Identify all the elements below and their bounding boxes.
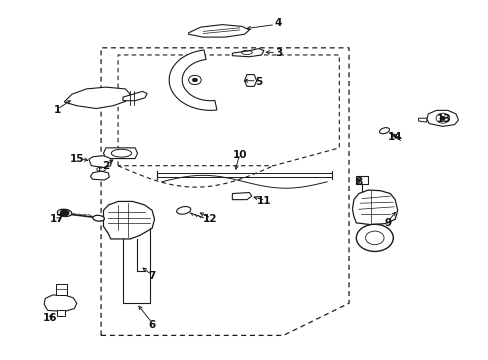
Circle shape [60,209,69,216]
Polygon shape [188,24,249,37]
Polygon shape [122,91,147,101]
Polygon shape [56,284,67,295]
Text: 17: 17 [50,214,64,224]
Ellipse shape [93,215,104,221]
Text: 9: 9 [384,218,391,228]
Text: 11: 11 [256,197,271,206]
Polygon shape [244,75,256,86]
Polygon shape [426,111,458,126]
Text: 13: 13 [436,114,450,124]
Polygon shape [356,176,368,184]
Polygon shape [103,148,137,158]
Text: 2: 2 [102,161,109,171]
Ellipse shape [379,128,389,134]
Polygon shape [44,295,77,311]
Text: 16: 16 [42,312,57,323]
Text: 10: 10 [232,150,246,160]
Text: 6: 6 [148,320,155,330]
Polygon shape [169,50,217,110]
Polygon shape [90,171,109,180]
Polygon shape [232,193,251,200]
Text: 12: 12 [203,214,217,224]
Text: 14: 14 [387,132,402,142]
Ellipse shape [57,209,72,216]
Text: 15: 15 [69,154,84,163]
Ellipse shape [176,207,190,214]
Circle shape [439,116,445,120]
Text: 8: 8 [354,177,362,187]
Polygon shape [57,310,64,316]
Circle shape [192,78,198,82]
Circle shape [188,75,201,85]
Text: 3: 3 [274,48,282,58]
Text: 1: 1 [54,105,61,115]
Polygon shape [418,118,426,122]
Polygon shape [352,190,397,225]
Polygon shape [232,49,264,57]
Text: 7: 7 [148,271,156,282]
Polygon shape [64,87,130,109]
Polygon shape [89,156,111,167]
Polygon shape [103,202,154,239]
Circle shape [356,224,392,251]
Text: 5: 5 [255,77,262,87]
Text: 4: 4 [274,18,282,28]
